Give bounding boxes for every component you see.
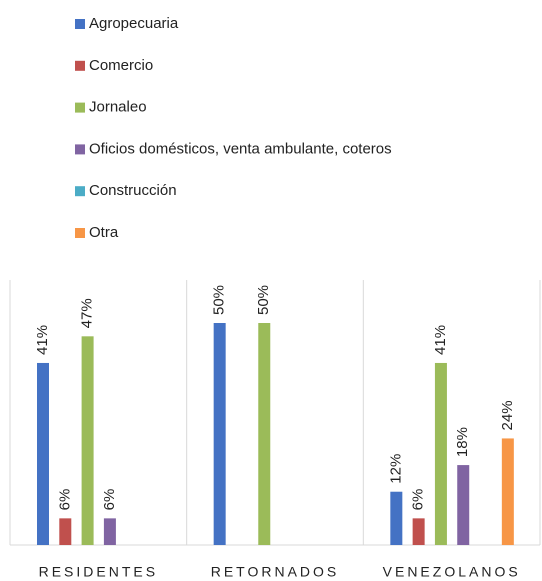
bar (457, 465, 470, 545)
bar (412, 518, 425, 545)
x-tick-label: RETORNADOS (211, 564, 340, 580)
value-label: 47% (79, 298, 96, 328)
bar (81, 336, 94, 545)
value-label: 50% (211, 285, 228, 315)
legend-label: Agropecuaria (89, 15, 179, 32)
value-label: 50% (255, 285, 272, 315)
legend-swatch (75, 60, 85, 71)
value-label: 12% (387, 454, 404, 484)
legend-swatch (75, 228, 85, 238)
value-label: 18% (454, 427, 471, 457)
value-label: 41% (34, 325, 51, 355)
bar (213, 323, 226, 545)
legend-label: Otra (89, 224, 119, 241)
bar (501, 438, 514, 545)
bar (37, 362, 49, 545)
value-label: 41% (432, 325, 449, 355)
bar (59, 518, 72, 545)
value-label: 6% (101, 489, 118, 511)
bar (103, 518, 116, 545)
value-label: 24% (499, 400, 516, 430)
legend-label: Comercio (89, 57, 153, 74)
legend-label: Construcción (89, 182, 177, 199)
legend-swatch (75, 19, 85, 29)
value-label: 6% (56, 489, 73, 511)
x-tick-label: RESIDENTES (39, 564, 158, 580)
bar (434, 362, 447, 545)
x-tick-label: VENEZOLANOS (383, 564, 521, 580)
legend-swatch (75, 102, 85, 113)
legend-label: Oficios domésticos, venta ambulante, cot… (89, 140, 392, 157)
legend-swatch (75, 144, 85, 155)
bar (258, 323, 271, 545)
legend-label: Jornaleo (89, 99, 147, 116)
legend-swatch (75, 186, 85, 197)
bar (390, 491, 403, 545)
value-label: 6% (410, 489, 427, 511)
